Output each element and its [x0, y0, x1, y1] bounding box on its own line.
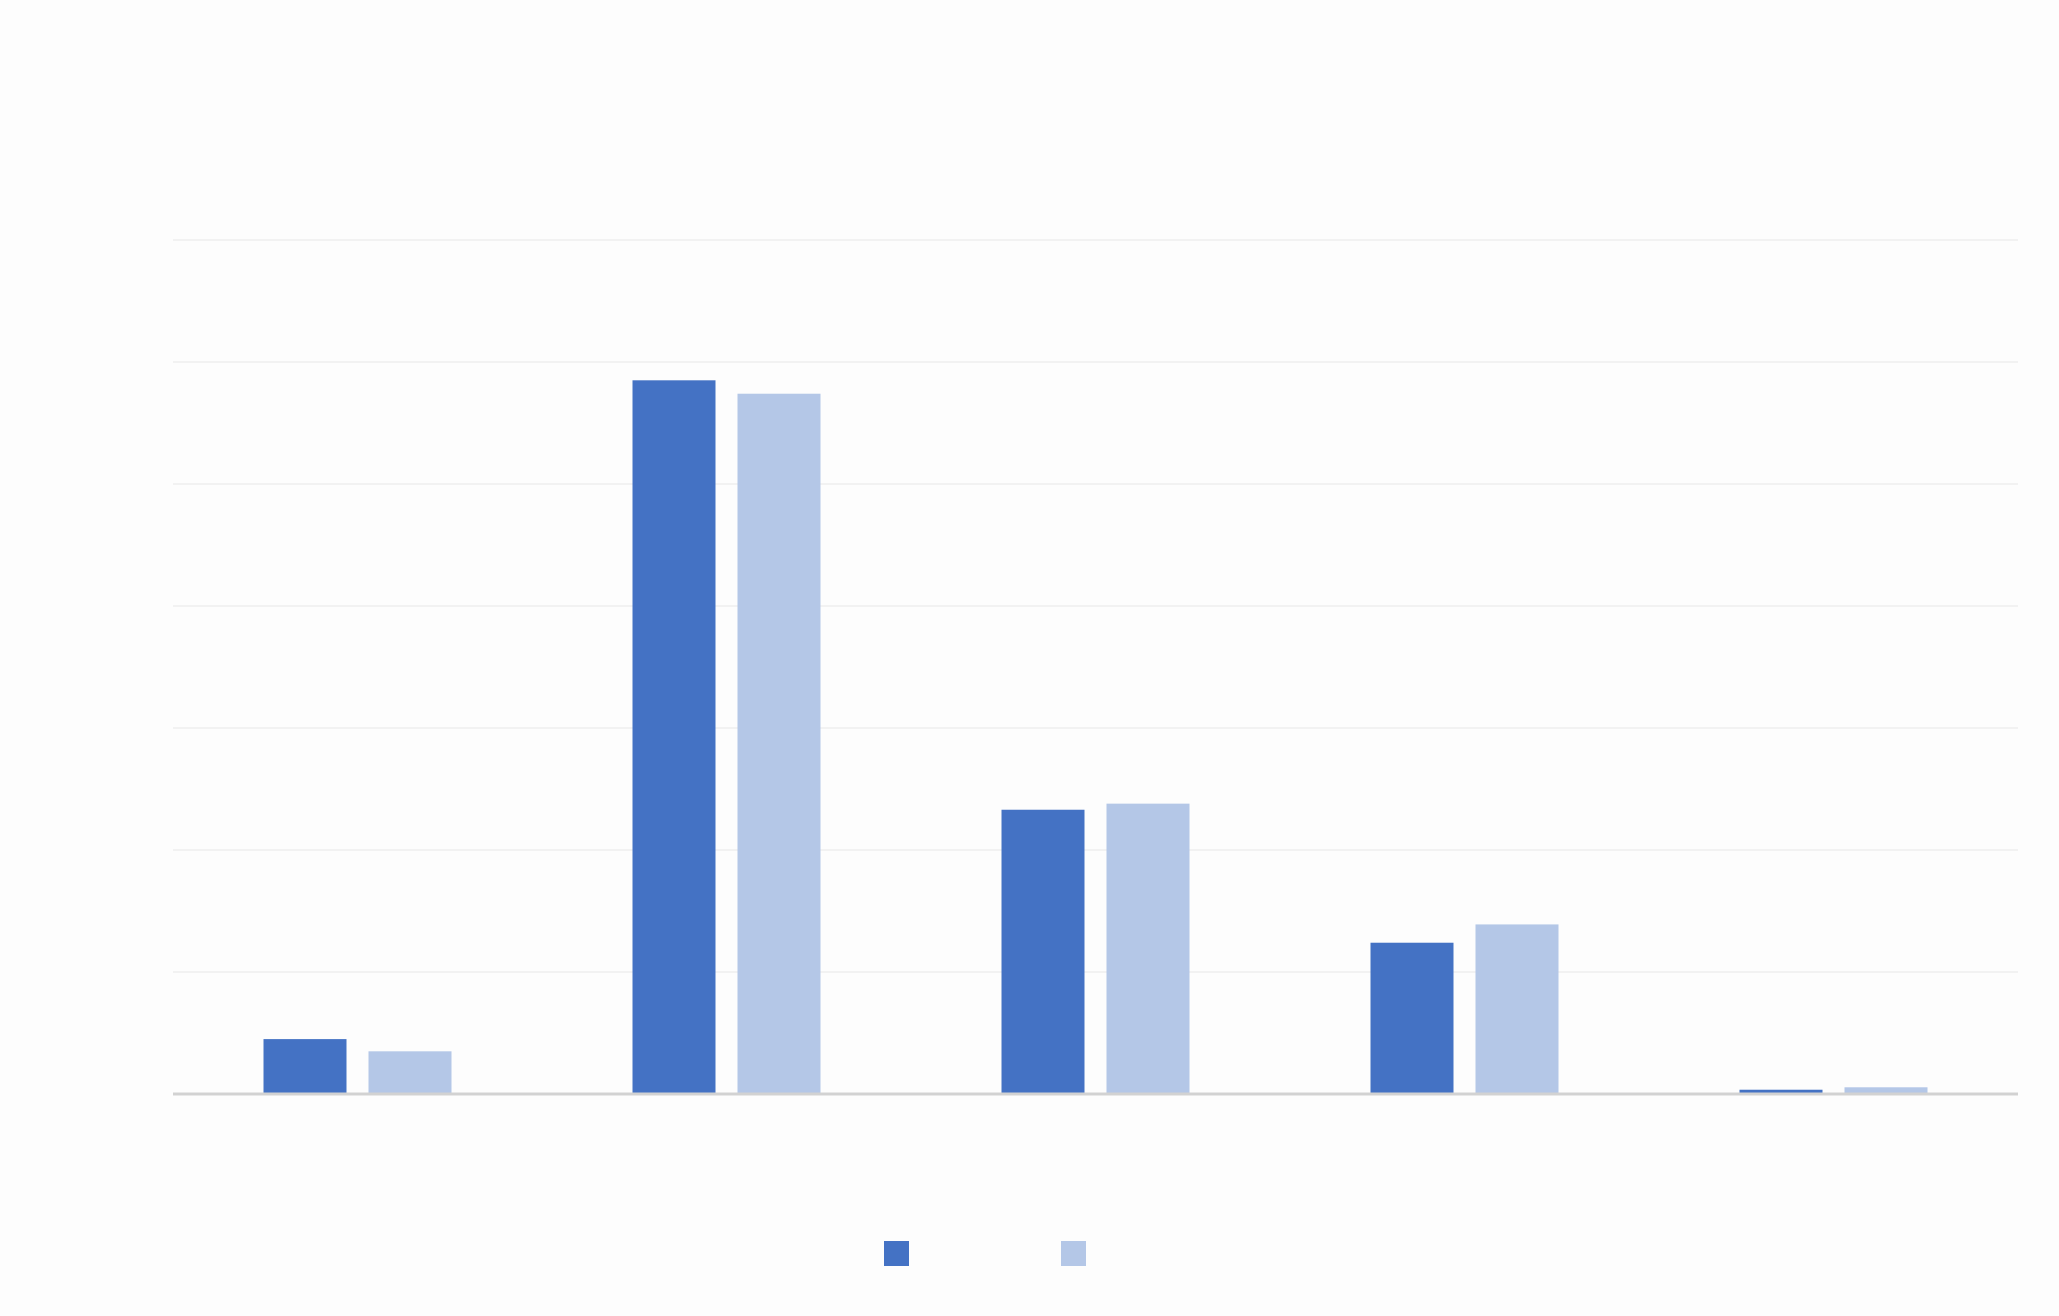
bar-series-1-category-5	[1739, 1089, 1823, 1094]
bar-series-2-category-4	[1475, 924, 1559, 1094]
bar-series-1-category-3	[1001, 809, 1085, 1094]
bar-series-1-category-4	[1370, 942, 1454, 1094]
bars	[263, 380, 1928, 1095]
bar-series-2-category-5	[1844, 1087, 1928, 1094]
legend	[884, 1241, 1086, 1266]
gridlines	[173, 239, 2018, 973]
legend-swatch-series-1	[884, 1241, 909, 1266]
bar-series-1-category-1	[263, 1039, 347, 1094]
bar-series-2-category-2	[737, 393, 821, 1095]
bar-series-2-category-1	[368, 1051, 452, 1094]
bar-series-1-category-2	[632, 380, 716, 1094]
bar-series-2-category-3	[1106, 803, 1190, 1094]
legend-swatch-series-2	[1061, 1241, 1086, 1266]
